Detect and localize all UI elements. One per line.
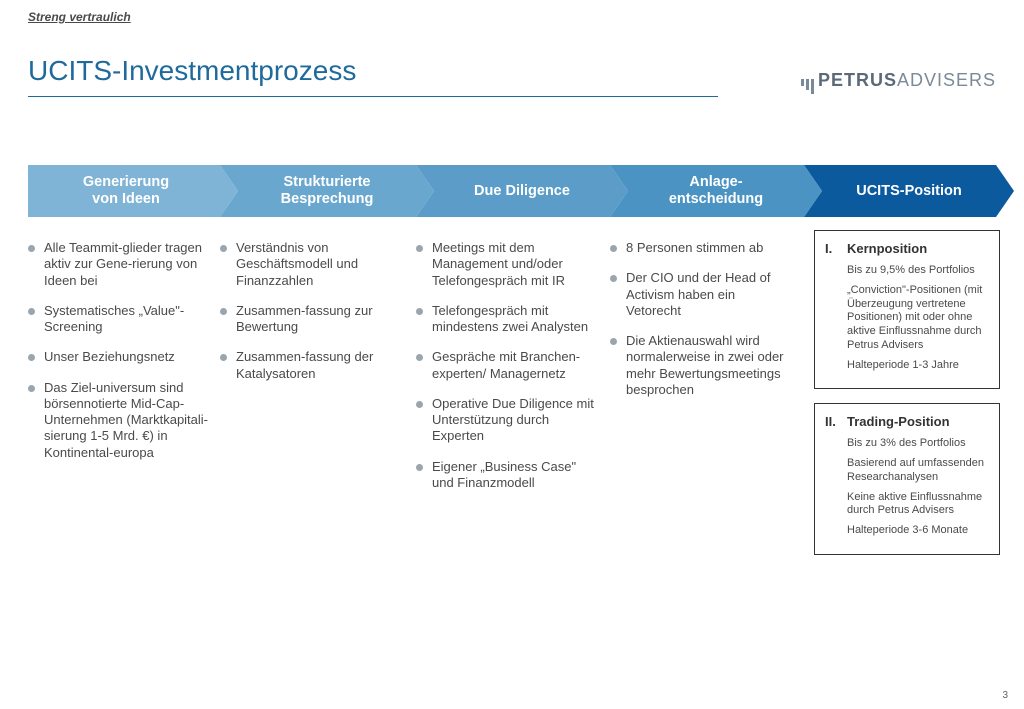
- process-step-0: Generierung von Ideen: [28, 165, 220, 217]
- column-2: Meetings mit dem Management und/oder Tel…: [416, 240, 610, 505]
- bullet-item: Zusammen-fassung der Katalysatoren: [220, 349, 404, 382]
- logo-text-light: ADVISERS: [897, 70, 996, 90]
- bullet-item: Systematisches „Value"-Screening: [28, 303, 208, 336]
- box-line: Basierend auf umfassenden Researchanalys…: [847, 457, 989, 485]
- column-1: Verständnis von Geschäftsmodell und Fina…: [220, 240, 416, 505]
- process-step-3: Anlage- entscheidung: [610, 165, 804, 217]
- logo-bars-icon: [801, 79, 814, 94]
- box-line: Bis zu 9,5% des Portfolios: [847, 264, 989, 278]
- box-title-text: Kernposition: [847, 241, 927, 256]
- logo-text-bold: PETRUS: [818, 70, 897, 90]
- position-box-1: II.Trading-Position Bis zu 3% des Portfol…: [814, 403, 1000, 555]
- page-title: UCITS-Investmentprozess: [28, 55, 356, 87]
- logo: PETRUSADVISERS: [801, 70, 996, 94]
- bullet-item: Operative Due Diligence mit Unterstützun…: [416, 396, 598, 445]
- process-step-2: Due Diligence: [416, 165, 610, 217]
- column-0: Alle Teammit-glieder tragen aktiv zur Ge…: [28, 240, 220, 505]
- bullet-item: Telefongespräch mit mindestens zwei Anal…: [416, 303, 598, 336]
- box-roman: II.: [825, 414, 847, 429]
- title-underline: [28, 96, 718, 97]
- bullet-item: Die Aktienauswahl wird normalerweise in …: [610, 333, 792, 398]
- columns-container: Alle Teammit-glieder tragen aktiv zur Ge…: [28, 240, 804, 505]
- box-roman: I.: [825, 241, 847, 256]
- box-line: Bis zu 3% des Portfolios: [847, 437, 989, 451]
- box-line: Keine aktive Einflussnahme durch Petrus …: [847, 491, 989, 519]
- page-number: 3: [1002, 690, 1008, 701]
- box-title-text: Trading-Position: [847, 414, 950, 429]
- bullet-item: Meetings mit dem Management und/oder Tel…: [416, 240, 598, 289]
- process-chevron-row: Generierung von IdeenStrukturierte Bespr…: [28, 165, 996, 217]
- column-3: 8 Personen stimmen ab Der CIO und der Hea…: [610, 240, 804, 505]
- bullet-item: 8 Personen stimmen ab: [610, 240, 792, 256]
- bullet-item: Alle Teammit-glieder tragen aktiv zur Ge…: [28, 240, 208, 289]
- bullet-item: Das Ziel-universum sind börsennotierte M…: [28, 380, 208, 461]
- confidential-label: Streng vertraulich: [28, 10, 131, 24]
- bullet-item: Unser Beziehungsnetz: [28, 349, 208, 365]
- position-boxes: I.Kernposition Bis zu 9,5% des Portfolios…: [814, 230, 1000, 569]
- bullet-item: Verständnis von Geschäftsmodell und Fina…: [220, 240, 404, 289]
- box-line: Halteperiode 1-3 Jahre: [847, 359, 989, 373]
- process-step-1: Strukturierte Besprechung: [220, 165, 416, 217]
- bullet-item: Eigener „Business Case" und Finanzmodell: [416, 459, 598, 492]
- bullet-item: Der CIO und der Head of Activism haben e…: [610, 270, 792, 319]
- bullet-item: Zusammen-fassung zur Bewertung: [220, 303, 404, 336]
- position-box-0: I.Kernposition Bis zu 9,5% des Portfolios…: [814, 230, 1000, 389]
- process-step-4: UCITS-Position: [804, 165, 996, 217]
- bullet-item: Gespräche mit Branchen-experten/ Manager…: [416, 349, 598, 382]
- box-line: Halteperiode 3-6 Monate: [847, 524, 989, 538]
- box-line: „Conviction"-Positionen (mit Überzeugung…: [847, 284, 989, 353]
